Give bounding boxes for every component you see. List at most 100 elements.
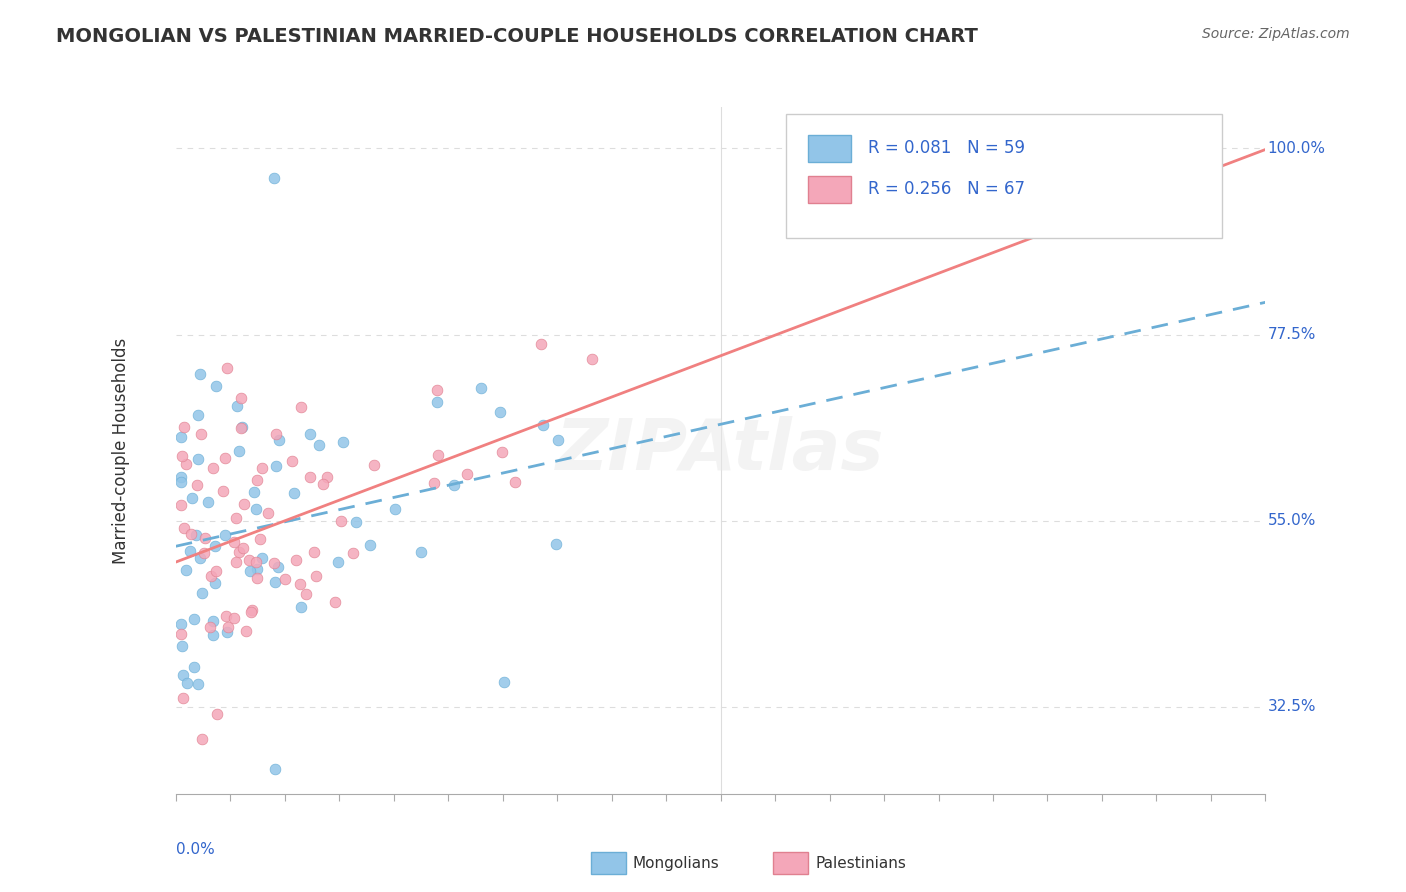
Point: [217, 620, 239, 634]
Point: [231, 421, 253, 435]
Point: [215, 608, 238, 623]
Point: [204, 576, 226, 591]
Text: 55.0%: 55.0%: [1268, 513, 1316, 528]
Point: [173, 419, 195, 434]
Point: [238, 553, 260, 567]
Point: [187, 408, 209, 422]
Point: [250, 551, 273, 566]
Text: MONGOLIAN VS PALESTINIAN MARRIED-COUPLE HOUSEHOLDS CORRELATION CHART: MONGOLIAN VS PALESTINIAN MARRIED-COUPLE …: [56, 27, 979, 45]
Point: [264, 574, 287, 589]
Point: [170, 475, 193, 490]
Point: [214, 528, 236, 542]
Text: R = 0.256   N = 67: R = 0.256 N = 67: [868, 180, 1025, 198]
Point: [225, 511, 247, 525]
Point: [179, 543, 201, 558]
Bar: [807, 176, 852, 203]
Point: [204, 539, 226, 553]
Point: [228, 443, 250, 458]
Point: [530, 337, 553, 351]
Point: [222, 611, 245, 625]
Point: [328, 555, 350, 569]
Point: [299, 469, 322, 483]
Point: [190, 585, 212, 599]
Point: [547, 433, 569, 447]
Point: [426, 394, 449, 409]
Point: [245, 571, 267, 585]
Point: [246, 473, 269, 487]
Point: [488, 405, 510, 419]
Point: [231, 391, 253, 405]
Point: [193, 546, 215, 560]
Point: [290, 599, 312, 614]
Point: [235, 624, 257, 638]
Point: [181, 491, 204, 505]
Point: [285, 553, 308, 567]
Point: [323, 594, 346, 608]
Text: R = 0.081   N = 59: R = 0.081 N = 59: [868, 139, 1025, 157]
Point: [201, 461, 224, 475]
Text: Palestinians: Palestinians: [815, 856, 907, 871]
Point: [342, 546, 364, 560]
Point: [245, 501, 267, 516]
Point: [443, 478, 465, 492]
Point: [190, 427, 212, 442]
Point: [264, 427, 287, 442]
Point: [214, 450, 236, 465]
Point: [226, 399, 249, 413]
Point: [191, 731, 214, 746]
Point: [194, 531, 217, 545]
Point: [249, 533, 271, 547]
Point: [205, 565, 228, 579]
Point: [200, 569, 222, 583]
Point: [232, 541, 254, 555]
Point: [198, 619, 221, 633]
Point: [225, 555, 247, 569]
Point: [312, 476, 335, 491]
Point: [240, 605, 263, 619]
Point: [173, 521, 195, 535]
Point: [224, 535, 246, 549]
Point: [581, 352, 603, 367]
Point: [197, 494, 219, 508]
Point: [202, 614, 225, 628]
Point: [176, 457, 198, 471]
Point: [205, 379, 228, 393]
Text: 0.0%: 0.0%: [176, 842, 215, 857]
Bar: [807, 135, 852, 162]
Point: [215, 361, 238, 376]
Point: [305, 568, 328, 582]
Point: [180, 526, 202, 541]
Point: [359, 537, 381, 551]
Text: R = 0.081   N = 59: R = 0.081 N = 59: [818, 135, 986, 153]
Point: [186, 478, 208, 492]
Point: [170, 470, 193, 484]
Text: Source: ZipAtlas.com: Source: ZipAtlas.com: [1202, 27, 1350, 41]
Text: 32.5%: 32.5%: [1268, 699, 1316, 714]
Point: [174, 563, 197, 577]
Point: [426, 448, 449, 462]
Point: [184, 528, 207, 542]
Point: [264, 459, 287, 474]
Point: [188, 368, 211, 382]
Point: [384, 501, 406, 516]
Text: 77.5%: 77.5%: [1268, 327, 1316, 343]
Point: [302, 545, 325, 559]
Point: [264, 762, 287, 776]
Point: [288, 577, 311, 591]
Point: [456, 467, 478, 482]
Point: [188, 551, 211, 566]
Point: [411, 545, 433, 559]
Point: [228, 545, 250, 559]
Point: [290, 400, 312, 414]
Point: [266, 560, 288, 574]
Point: [267, 433, 290, 447]
FancyBboxPatch shape: [786, 114, 1222, 237]
Point: [231, 420, 253, 434]
Point: [170, 498, 193, 512]
Point: [176, 676, 198, 690]
Point: [470, 381, 492, 395]
Point: [183, 660, 205, 674]
Point: [423, 476, 446, 491]
Point: [246, 562, 269, 576]
Point: [170, 449, 193, 463]
